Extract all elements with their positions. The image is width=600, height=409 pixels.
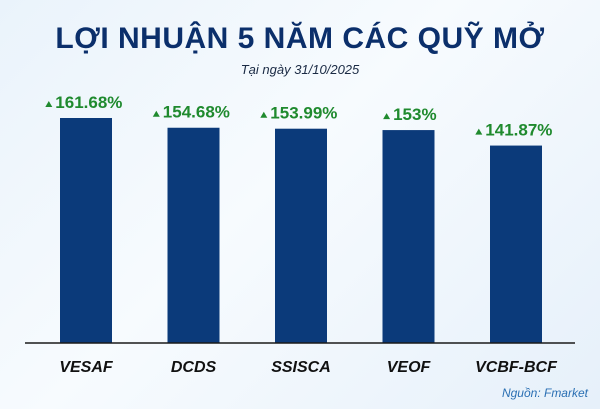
x-tick-label: SSISCA: [271, 359, 331, 376]
chart-title: LỢI NHUẬN 5 NĂM CÁC QUỸ MỞ: [55, 22, 545, 55]
bar-vesaf: [60, 118, 112, 343]
x-tick-label: VCBF-BCF: [475, 359, 558, 376]
up-arrow-icon: [475, 128, 483, 135]
data-label: 153%: [393, 105, 436, 124]
x-tick-label: DCDS: [171, 359, 217, 376]
up-arrow-icon: [260, 111, 268, 118]
x-tick-label: VEOF: [387, 359, 432, 376]
data-label: 154.68%: [163, 103, 230, 122]
data-label: 153.99%: [270, 104, 337, 123]
bar-vcbf-bcf: [490, 145, 542, 343]
up-arrow-icon: [45, 101, 53, 107]
bar-veof: [382, 130, 435, 343]
up-arrow-icon: [383, 113, 391, 120]
up-arrow-icon: [152, 110, 160, 117]
bar-ssisca: [275, 128, 327, 343]
data-label: 141.87%: [485, 121, 552, 140]
bar-dcds: [167, 127, 220, 344]
source-note: Nguồn: Fmarket: [501, 386, 588, 400]
data-label: 161.68%: [55, 93, 122, 112]
chart-subtitle: Tại ngày 31/10/2025: [240, 62, 360, 77]
x-tick-label: VESAF: [59, 359, 114, 376]
